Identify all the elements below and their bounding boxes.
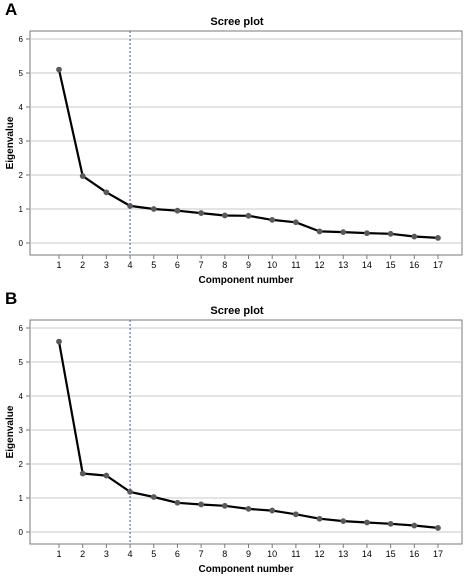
data-point — [364, 519, 370, 526]
x-tick-label: 1 — [56, 549, 61, 559]
plot-frame — [29, 319, 463, 545]
y-axis-label: Eigenvalue — [5, 116, 16, 169]
x-tick-label: 16 — [409, 549, 419, 559]
y-tick-label: 3 — [19, 137, 24, 146]
series-line — [57, 69, 439, 239]
data-point — [221, 502, 228, 509]
series-line — [57, 341, 439, 529]
x-tick-label: 16 — [409, 260, 419, 270]
x-tick-label: 11 — [291, 549, 300, 559]
x-tick-label: 4 — [128, 260, 133, 270]
data-point — [103, 189, 110, 196]
data-point — [387, 520, 394, 527]
x-tick-label: 3 — [104, 260, 109, 270]
x-tick-label: 14 — [362, 549, 372, 559]
x-axis-label: Component number — [199, 564, 294, 575]
x-tick-label: 6 — [175, 260, 180, 270]
x-tick-label: 4 — [128, 549, 133, 559]
chart-title: Scree plot — [210, 16, 264, 28]
data-point — [174, 207, 181, 214]
data-point — [103, 472, 110, 479]
x-tick-label: 17 — [433, 549, 443, 559]
x-tick-label: 5 — [151, 260, 156, 270]
data-point — [269, 507, 276, 514]
data-point — [340, 229, 347, 236]
x-tick-label: 7 — [199, 260, 204, 270]
x-tick-label: 14 — [362, 260, 372, 270]
data-point — [174, 499, 181, 506]
x-tick-label: 15 — [386, 260, 396, 270]
data-point — [316, 228, 323, 235]
data-point — [245, 505, 252, 512]
y-tick-label: 4 — [19, 103, 24, 112]
x-tick-label: 8 — [222, 260, 227, 270]
data-point — [150, 494, 157, 500]
data-point — [411, 522, 418, 529]
y-tick-label: 3 — [19, 426, 24, 435]
chart-panel-a: A Scree plot 0 1 2 3 4 5 6 1 2 3 4 5 6 7 8 9 10 11 12 13 14 15… — [0, 0, 474, 288]
x-tick-label: 15 — [386, 549, 396, 559]
data-point — [127, 203, 133, 209]
x-tick-label: 2 — [80, 260, 85, 270]
data-point — [56, 66, 62, 73]
data-point — [411, 233, 418, 240]
data-point — [150, 206, 157, 212]
x-tick-label: 10 — [267, 260, 277, 270]
data-point — [198, 501, 205, 508]
data-point — [127, 488, 133, 495]
data-point — [79, 173, 86, 179]
x-tick-label: 13 — [338, 549, 348, 559]
plot-frame — [29, 30, 463, 256]
x-axis-label: Component number — [199, 275, 294, 286]
y-tick-label: 0 — [19, 239, 24, 248]
y-axis-label: Eigenvalue — [5, 405, 16, 458]
chart-panel-b: B Scree plot 0 1 2 3 4 5 6 1 2 3 4 5 6 7 8 9 10 11 12 13 14 15… — [0, 289, 474, 577]
data-point — [221, 212, 228, 219]
y-tick-label: 6 — [19, 35, 24, 44]
y-tick-label: 1 — [19, 205, 24, 214]
panel-label: A — [5, 0, 18, 19]
x-tick-label: 12 — [315, 549, 325, 559]
data-point — [435, 525, 441, 531]
y-tick-label: 2 — [19, 460, 24, 469]
x-tick-label: 7 — [199, 549, 204, 559]
x-tick-label: 17 — [433, 260, 443, 270]
data-point — [198, 210, 205, 216]
data-point — [292, 511, 299, 518]
panel-label: B — [5, 289, 18, 308]
y-tick-label: 5 — [19, 69, 24, 78]
x-tick-label: 9 — [246, 260, 251, 270]
data-point — [387, 230, 394, 237]
data-point — [79, 470, 86, 477]
x-tick-label: 10 — [267, 549, 277, 559]
data-point — [316, 515, 323, 522]
data-point — [292, 219, 299, 226]
x-tick-label: 13 — [338, 260, 348, 270]
x-tick-label: 8 — [222, 549, 227, 559]
data-point — [269, 216, 276, 223]
y-tick-label: 5 — [19, 358, 24, 367]
x-tick-label: 5 — [151, 549, 156, 559]
x-tick-label: 9 — [246, 549, 251, 559]
x-tick-label: 12 — [315, 260, 325, 270]
x-tick-label: 6 — [175, 549, 180, 559]
x-tick-label: 1 — [56, 260, 61, 270]
x-tick-label: 11 — [291, 260, 300, 270]
data-point — [435, 235, 441, 241]
y-tick-label: 6 — [19, 324, 24, 333]
x-tick-label: 2 — [80, 549, 85, 559]
data-point — [340, 518, 347, 525]
y-tick-label: 2 — [19, 171, 24, 180]
x-tick-label: 3 — [104, 549, 109, 559]
data-point — [245, 212, 252, 219]
y-tick-label: 1 — [19, 494, 24, 503]
y-tick-label: 0 — [19, 528, 24, 537]
chart-title: Scree plot — [210, 305, 264, 317]
y-tick-label: 4 — [19, 392, 24, 401]
data-point — [364, 230, 370, 237]
data-point — [56, 338, 62, 345]
